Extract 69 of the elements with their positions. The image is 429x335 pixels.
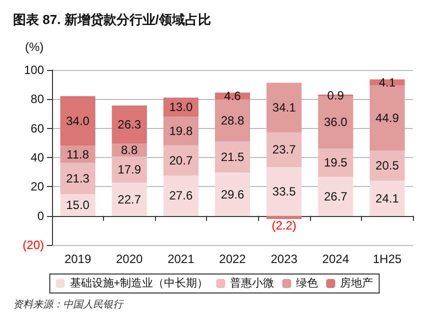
bar bbox=[112, 105, 147, 144]
bar bbox=[163, 176, 198, 216]
data-label: 20.5 bbox=[376, 158, 400, 173]
x-tick-label: 2024 bbox=[322, 252, 350, 266]
y-tick-label: 80 bbox=[30, 92, 44, 106]
bar bbox=[370, 180, 405, 216]
data-label: 26.7 bbox=[324, 189, 348, 204]
data-label: 34.0 bbox=[66, 114, 90, 128]
data-label: (2.2) bbox=[272, 218, 296, 232]
data-label: 21.5 bbox=[220, 150, 244, 164]
x-tick-label: 2019 bbox=[64, 252, 92, 266]
data-label: 44.9 bbox=[376, 111, 400, 126]
bar bbox=[266, 216, 302, 220]
data-label: 19.5 bbox=[324, 156, 348, 170]
legend-label: 基础设施+制造业（中长期） bbox=[70, 276, 208, 290]
data-label: 4.6 bbox=[224, 88, 242, 103]
bar bbox=[112, 156, 147, 183]
x-tick-label: 2022 bbox=[219, 252, 246, 266]
chart-title: 图表 87. 新增贷款分行业/领域占比 bbox=[13, 12, 211, 27]
legend-label: 普惠小微 bbox=[230, 276, 274, 290]
bar bbox=[214, 141, 250, 173]
legend-label: 绿色 bbox=[296, 278, 318, 290]
bar bbox=[60, 96, 96, 146]
bar bbox=[370, 85, 405, 151]
y-tick-label: 60 bbox=[30, 121, 44, 136]
data-label: 22.7 bbox=[118, 192, 142, 206]
data-label: 8.8 bbox=[121, 143, 138, 158]
bar bbox=[163, 116, 198, 146]
data-label: 21.3 bbox=[66, 171, 90, 186]
y-tick-label: 100 bbox=[24, 63, 44, 77]
bar bbox=[266, 132, 302, 167]
bar bbox=[318, 176, 354, 216]
data-label: 33.5 bbox=[272, 184, 296, 198]
text: 资料来源：中国人民银行 bbox=[13, 298, 124, 310]
data-label: 24.1 bbox=[376, 191, 400, 206]
y-axis-title: (%) bbox=[25, 40, 44, 54]
data-label: 34.1 bbox=[272, 100, 296, 115]
bar bbox=[214, 172, 250, 216]
x-tick-label: 2020 bbox=[116, 252, 144, 266]
data-label: 26.3 bbox=[118, 118, 142, 132]
bar bbox=[318, 148, 354, 177]
y-tick-label: 40 bbox=[30, 150, 44, 164]
bar bbox=[112, 182, 147, 216]
y-tick-label: 20 bbox=[30, 180, 44, 194]
bar bbox=[370, 150, 405, 181]
data-label: 17.9 bbox=[118, 162, 142, 177]
data-label: 4.1 bbox=[378, 75, 396, 90]
x-tick-label: 2021 bbox=[168, 252, 195, 266]
data-label: 11.8 bbox=[66, 147, 90, 162]
x-tick-label: 1H25 bbox=[372, 252, 402, 266]
data-label: 29.6 bbox=[220, 187, 244, 202]
bar bbox=[266, 166, 302, 216]
data-label: 15.0 bbox=[66, 198, 90, 212]
bar bbox=[60, 162, 96, 194]
data-label: 28.8 bbox=[220, 113, 244, 128]
data-label: 20.7 bbox=[169, 153, 193, 168]
x-tick-label: 2023 bbox=[270, 252, 298, 266]
y-tick-label: 0 bbox=[37, 208, 44, 223]
data-label: 0.9 bbox=[327, 88, 344, 102]
bar bbox=[266, 82, 302, 132]
data-label: 13.0 bbox=[169, 100, 193, 114]
legend-label: 房地产 bbox=[340, 276, 374, 290]
data-label: 36.0 bbox=[324, 115, 348, 130]
bar bbox=[214, 99, 250, 142]
data-label: 23.7 bbox=[272, 142, 296, 157]
data-label: 27.6 bbox=[169, 188, 193, 203]
data-label: 19.8 bbox=[169, 124, 193, 138]
y-tick-label: (20) bbox=[22, 238, 44, 252]
bar bbox=[163, 145, 198, 176]
